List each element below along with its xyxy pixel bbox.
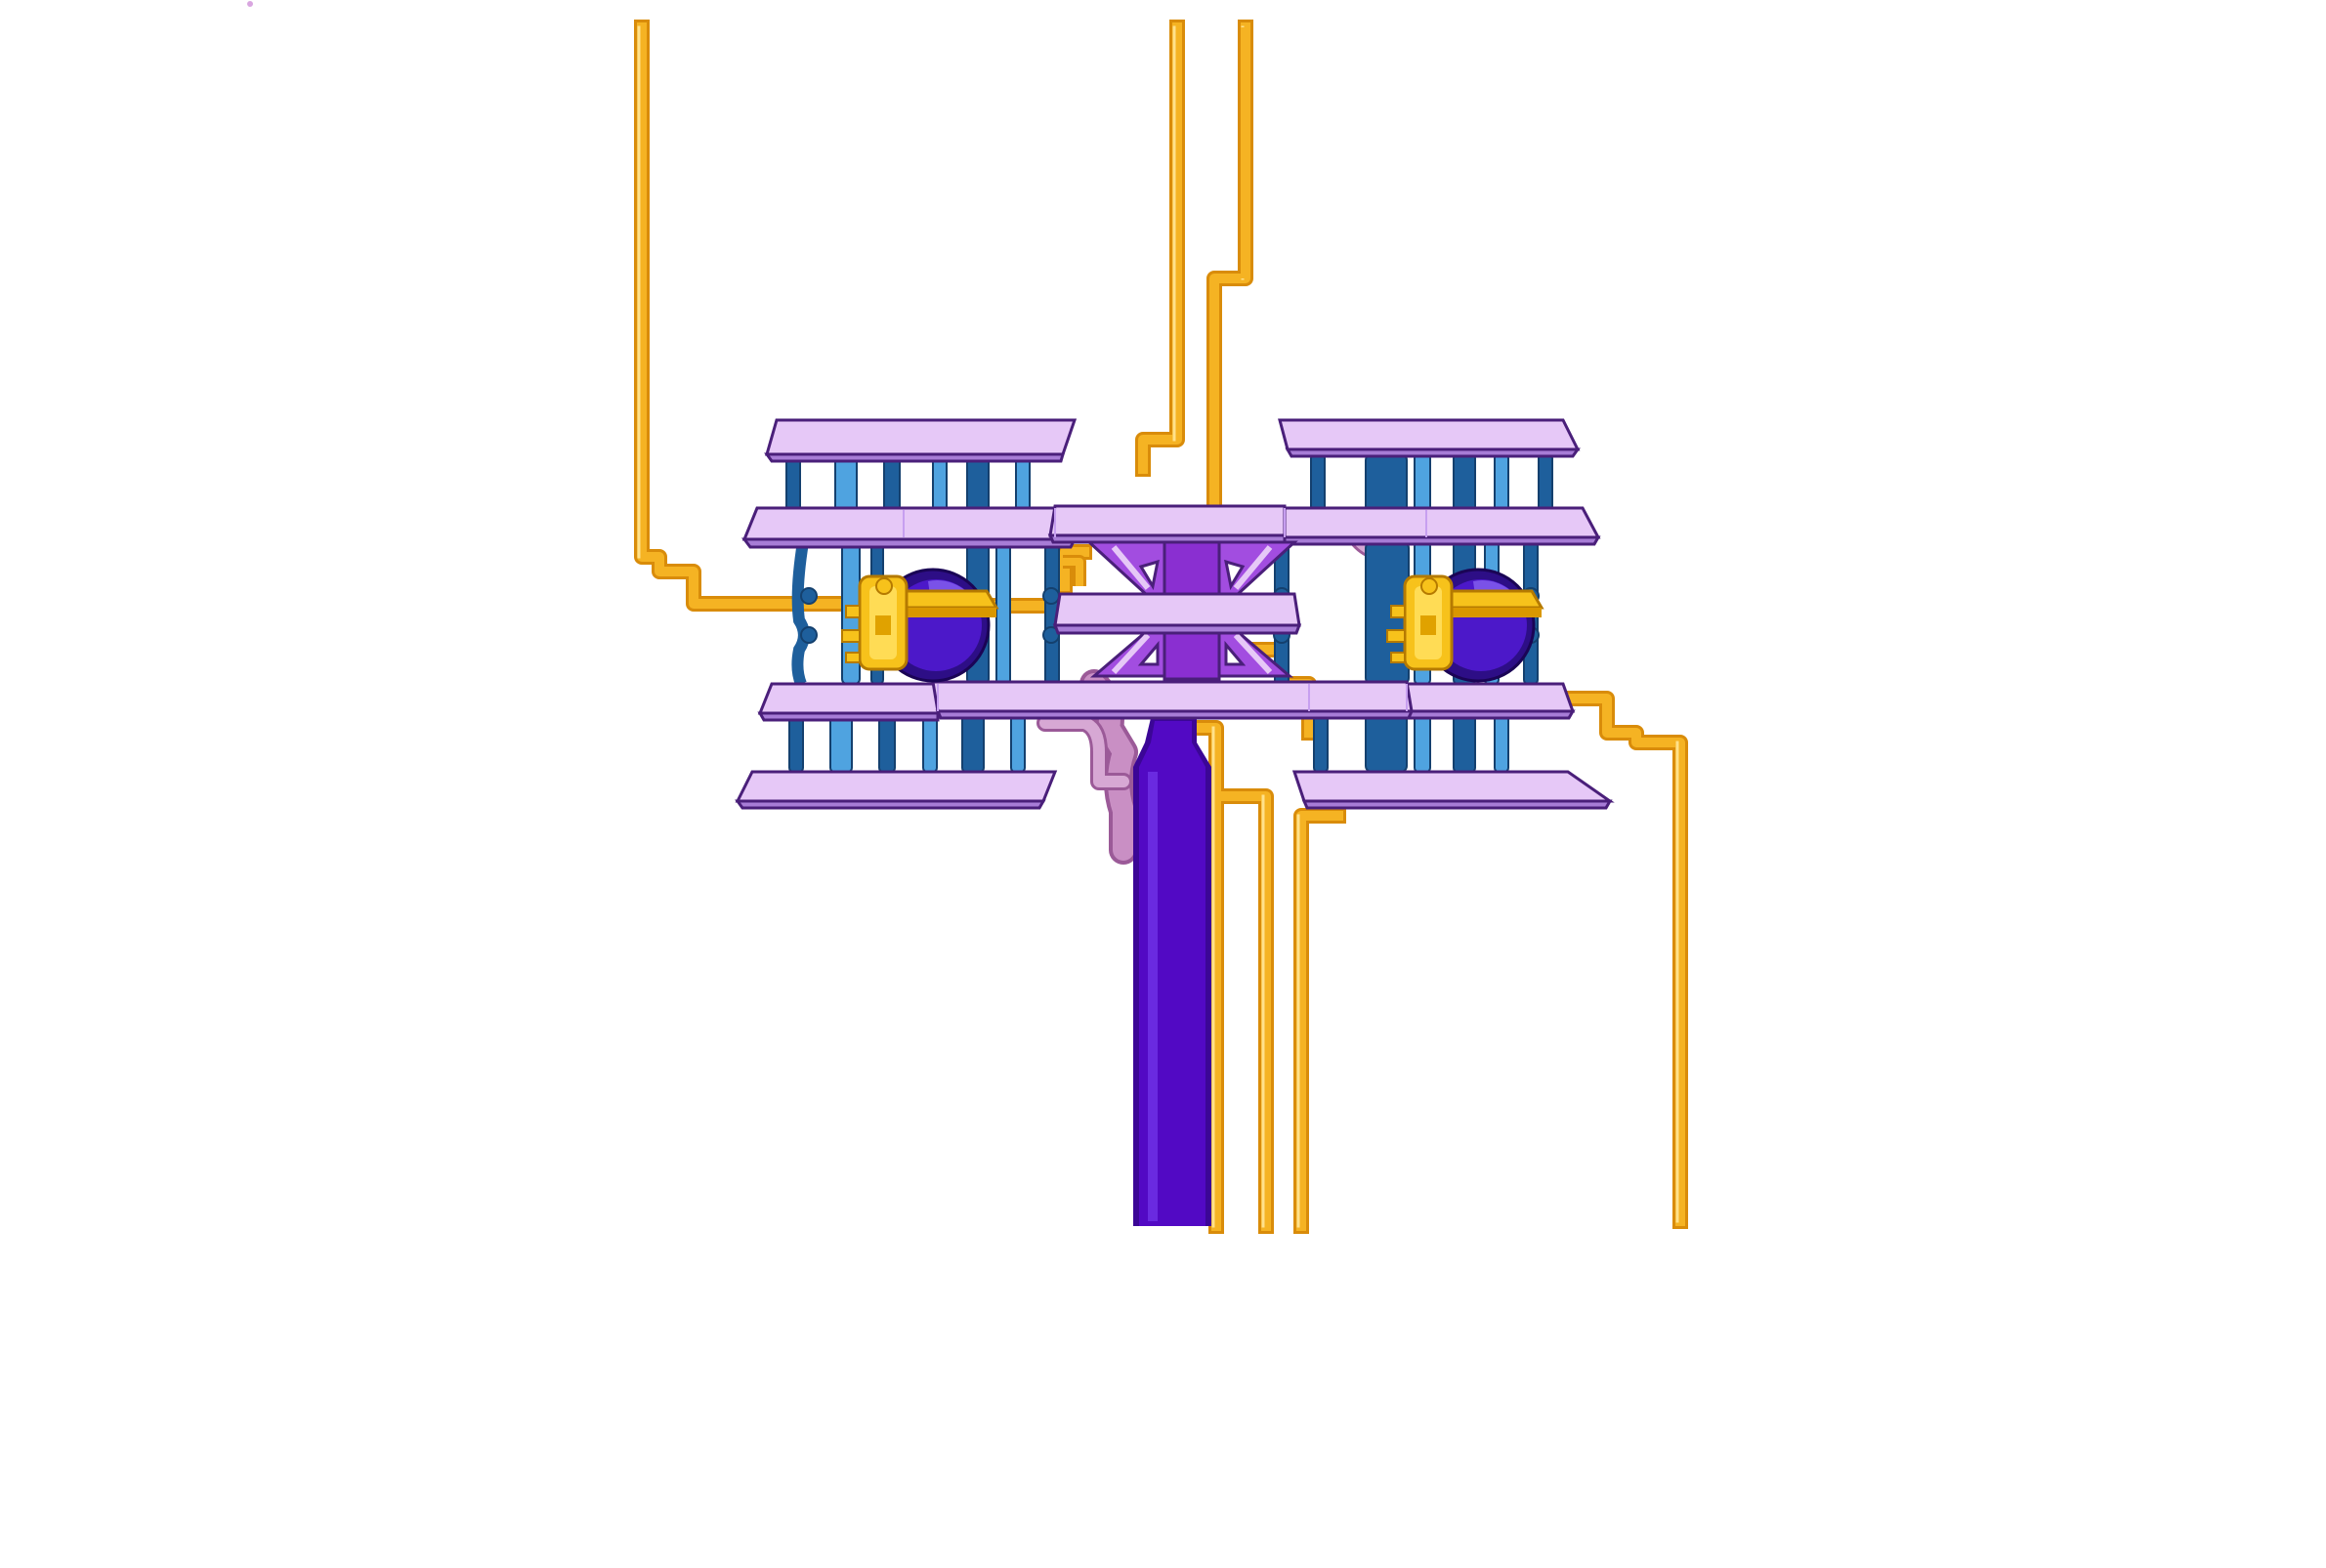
left-module — [735, 418, 1078, 810]
right-platform-mid — [1268, 506, 1601, 546]
central-hub — [903, 504, 1427, 720]
stray-dot — [247, 1, 253, 7]
turbine-engine-right — [1386, 568, 1544, 683]
hub-platform-top — [1047, 504, 1287, 544]
right-platform-top — [1278, 418, 1581, 458]
right-upper-struts — [1310, 453, 1553, 514]
left-platform-mid — [741, 506, 1078, 549]
left-platform-top — [764, 418, 1078, 463]
turbine-engine-left — [841, 568, 999, 683]
left-platform-low — [757, 682, 940, 722]
left-lower-struts — [788, 712, 1026, 773]
power-cables-front — [1063, 27, 1250, 586]
platform-seams — [903, 508, 1427, 711]
left-upper-struts — [785, 453, 1031, 514]
hub-platform-long — [931, 680, 1415, 720]
right-platform-bottom — [1291, 770, 1615, 810]
right-lower-struts — [1313, 712, 1509, 773]
support-mast — [1133, 718, 1211, 1226]
hub-platform-mid — [1052, 592, 1302, 635]
left-platform-bottom — [735, 770, 1058, 810]
